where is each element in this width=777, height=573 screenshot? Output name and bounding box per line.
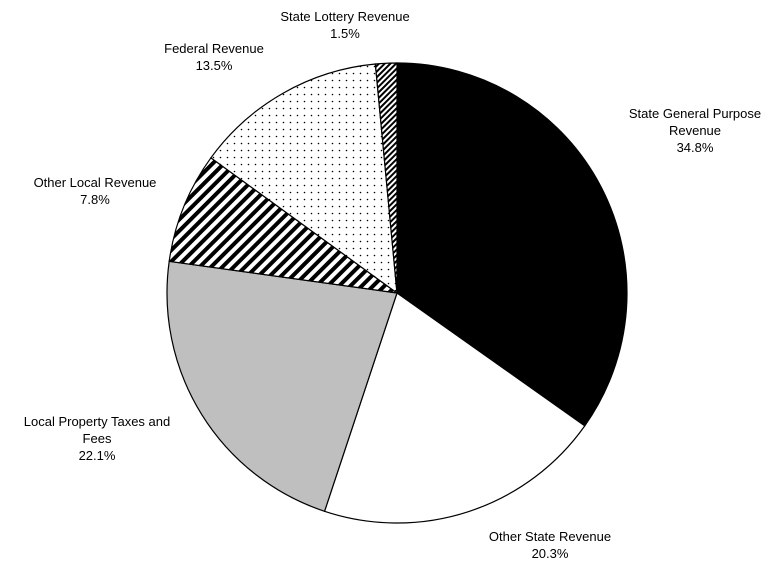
category-name: State Lottery Revenue	[280, 9, 410, 24]
category-name: Federal Revenue	[164, 41, 264, 56]
slice-label: State Lottery Revenue 1.5%	[245, 8, 445, 42]
category-name: Other Local Revenue	[33, 175, 157, 190]
category-name: Other State Revenue	[488, 529, 612, 544]
pie-slice	[210, 63, 398, 295]
value-label: 22.1%	[78, 448, 116, 463]
slice-label: Federal Revenue 13.5%	[114, 40, 314, 74]
category-name: Local Property Taxes and Fees	[23, 414, 171, 446]
slice-label: Other State Revenue 20.3%	[450, 528, 650, 562]
pie-slice	[166, 260, 398, 513]
slice-label: Local Property Taxes and Fees 22.1%	[10, 413, 185, 464]
slice-label: State General Purpose Revenue 34.8%	[615, 105, 775, 156]
pie-slice	[396, 62, 628, 427]
pie-slice	[323, 292, 586, 524]
value-label: 20.3%	[531, 546, 569, 561]
value-label: 7.8%	[80, 192, 110, 207]
value-label: 13.5%	[195, 58, 233, 73]
pie-slice	[374, 62, 398, 294]
pie-slice	[168, 156, 398, 294]
slice-label: Other Local Revenue 7.8%	[0, 174, 195, 208]
value-label: 1.5%	[330, 26, 360, 41]
value-label: 34.8%	[676, 140, 714, 155]
category-name: State General Purpose Revenue	[628, 106, 762, 138]
